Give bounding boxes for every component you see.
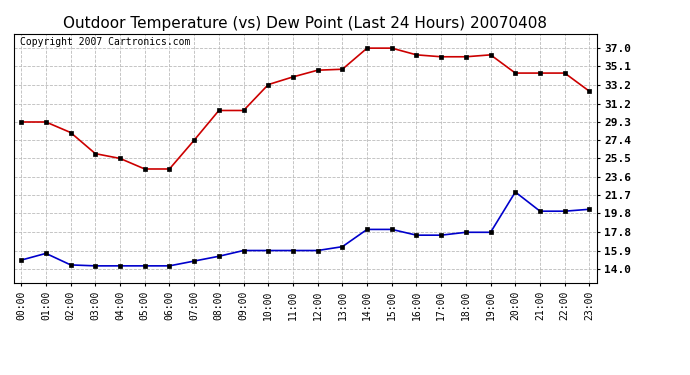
Title: Outdoor Temperature (vs) Dew Point (Last 24 Hours) 20070408: Outdoor Temperature (vs) Dew Point (Last… xyxy=(63,16,547,31)
Text: Copyright 2007 Cartronics.com: Copyright 2007 Cartronics.com xyxy=(19,38,190,48)
